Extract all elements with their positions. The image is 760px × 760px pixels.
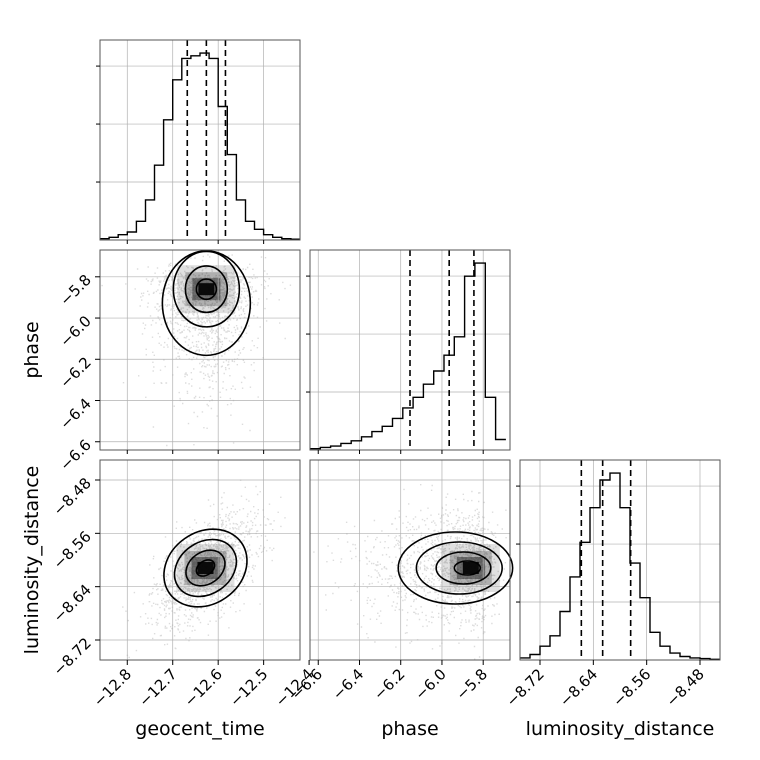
panel-2-contour-3 (453, 560, 482, 576)
panel-1-density-3 (197, 562, 214, 574)
xlabel-luminosity_distance: luminosity_distance (526, 718, 715, 740)
panel-2-contour-1 (415, 541, 503, 595)
xlabel-geocent_time: geocent_time (135, 718, 264, 740)
hist-luminosity_distance-step (520, 472, 720, 660)
panel-frame-1-1 (309, 249, 511, 451)
panel-0-sample-points (101, 254, 292, 447)
grid-layer (100, 40, 720, 660)
frames-layer (99, 39, 721, 661)
xlabel-phase: phase (381, 718, 438, 740)
hist-phase-step (310, 262, 506, 450)
panel-frame-1-0 (99, 249, 301, 451)
panel-frame-0-0 (99, 39, 301, 241)
panel-2-contour-2 (435, 551, 492, 585)
panel-frame-2-0 (99, 459, 301, 661)
panel-1-contour-2 (185, 549, 226, 587)
ylabel-luminosity_distance: luminosity_distance (21, 466, 43, 655)
panel-0-contour-2 (184, 265, 229, 314)
panel-0-contour-3 (195, 278, 218, 301)
panel-frame-2-2 (519, 459, 721, 661)
panel-0-density-3 (198, 283, 215, 296)
panel-0-contour-1 (172, 250, 241, 328)
panel-1-contour-0 (163, 528, 248, 608)
panel-2-contour-0 (397, 531, 514, 605)
panel-2-density-3 (462, 562, 479, 574)
ylabel-phase: phase (21, 321, 43, 378)
panel-frame-2-1 (309, 459, 511, 661)
ticks-layer (95, 65, 701, 665)
marks-layer (100, 40, 720, 660)
panel-1-contour-3 (195, 559, 216, 577)
hist-geocent_time-step (100, 52, 300, 240)
panel-1-contour-1 (173, 538, 238, 598)
